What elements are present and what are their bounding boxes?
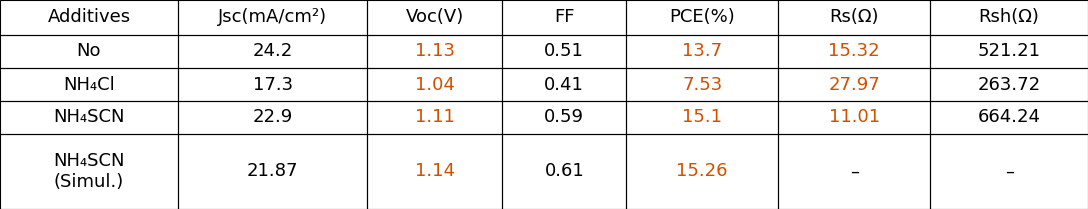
Text: 11.01: 11.01 xyxy=(829,108,880,126)
Text: 15.1: 15.1 xyxy=(682,108,722,126)
Text: 521.21: 521.21 xyxy=(978,42,1040,60)
Text: 22.9: 22.9 xyxy=(252,108,293,126)
Text: No: No xyxy=(77,42,101,60)
Text: 0.41: 0.41 xyxy=(544,75,584,93)
Text: FF: FF xyxy=(554,9,574,27)
Text: 17.3: 17.3 xyxy=(252,75,293,93)
Text: 1.04: 1.04 xyxy=(415,75,455,93)
Text: 27.97: 27.97 xyxy=(828,75,880,93)
Text: 664.24: 664.24 xyxy=(978,108,1040,126)
Text: 1.13: 1.13 xyxy=(415,42,455,60)
Text: Rs(Ω): Rs(Ω) xyxy=(829,9,879,27)
Text: NH₄SCN
(Simul.): NH₄SCN (Simul.) xyxy=(53,152,125,191)
Text: –: – xyxy=(850,163,858,181)
Text: 1.14: 1.14 xyxy=(415,163,455,181)
Text: Additives: Additives xyxy=(48,9,131,27)
Text: Jsc(mA/cm²): Jsc(mA/cm²) xyxy=(218,9,327,27)
Text: Rsh(Ω): Rsh(Ω) xyxy=(979,9,1040,27)
Text: NH₄SCN: NH₄SCN xyxy=(53,108,125,126)
Text: 13.7: 13.7 xyxy=(682,42,722,60)
Text: PCE(%): PCE(%) xyxy=(669,9,735,27)
Text: 15.32: 15.32 xyxy=(828,42,880,60)
Text: 7.53: 7.53 xyxy=(682,75,722,93)
Text: 263.72: 263.72 xyxy=(978,75,1041,93)
Text: 0.59: 0.59 xyxy=(544,108,584,126)
Text: 15.26: 15.26 xyxy=(677,163,728,181)
Text: NH₄Cl: NH₄Cl xyxy=(63,75,115,93)
Text: 24.2: 24.2 xyxy=(252,42,293,60)
Text: –: – xyxy=(1004,163,1014,181)
Text: 0.61: 0.61 xyxy=(544,163,584,181)
Text: 0.51: 0.51 xyxy=(544,42,584,60)
Text: 1.11: 1.11 xyxy=(415,108,455,126)
Text: Voc(V): Voc(V) xyxy=(406,9,463,27)
Text: 21.87: 21.87 xyxy=(247,163,298,181)
